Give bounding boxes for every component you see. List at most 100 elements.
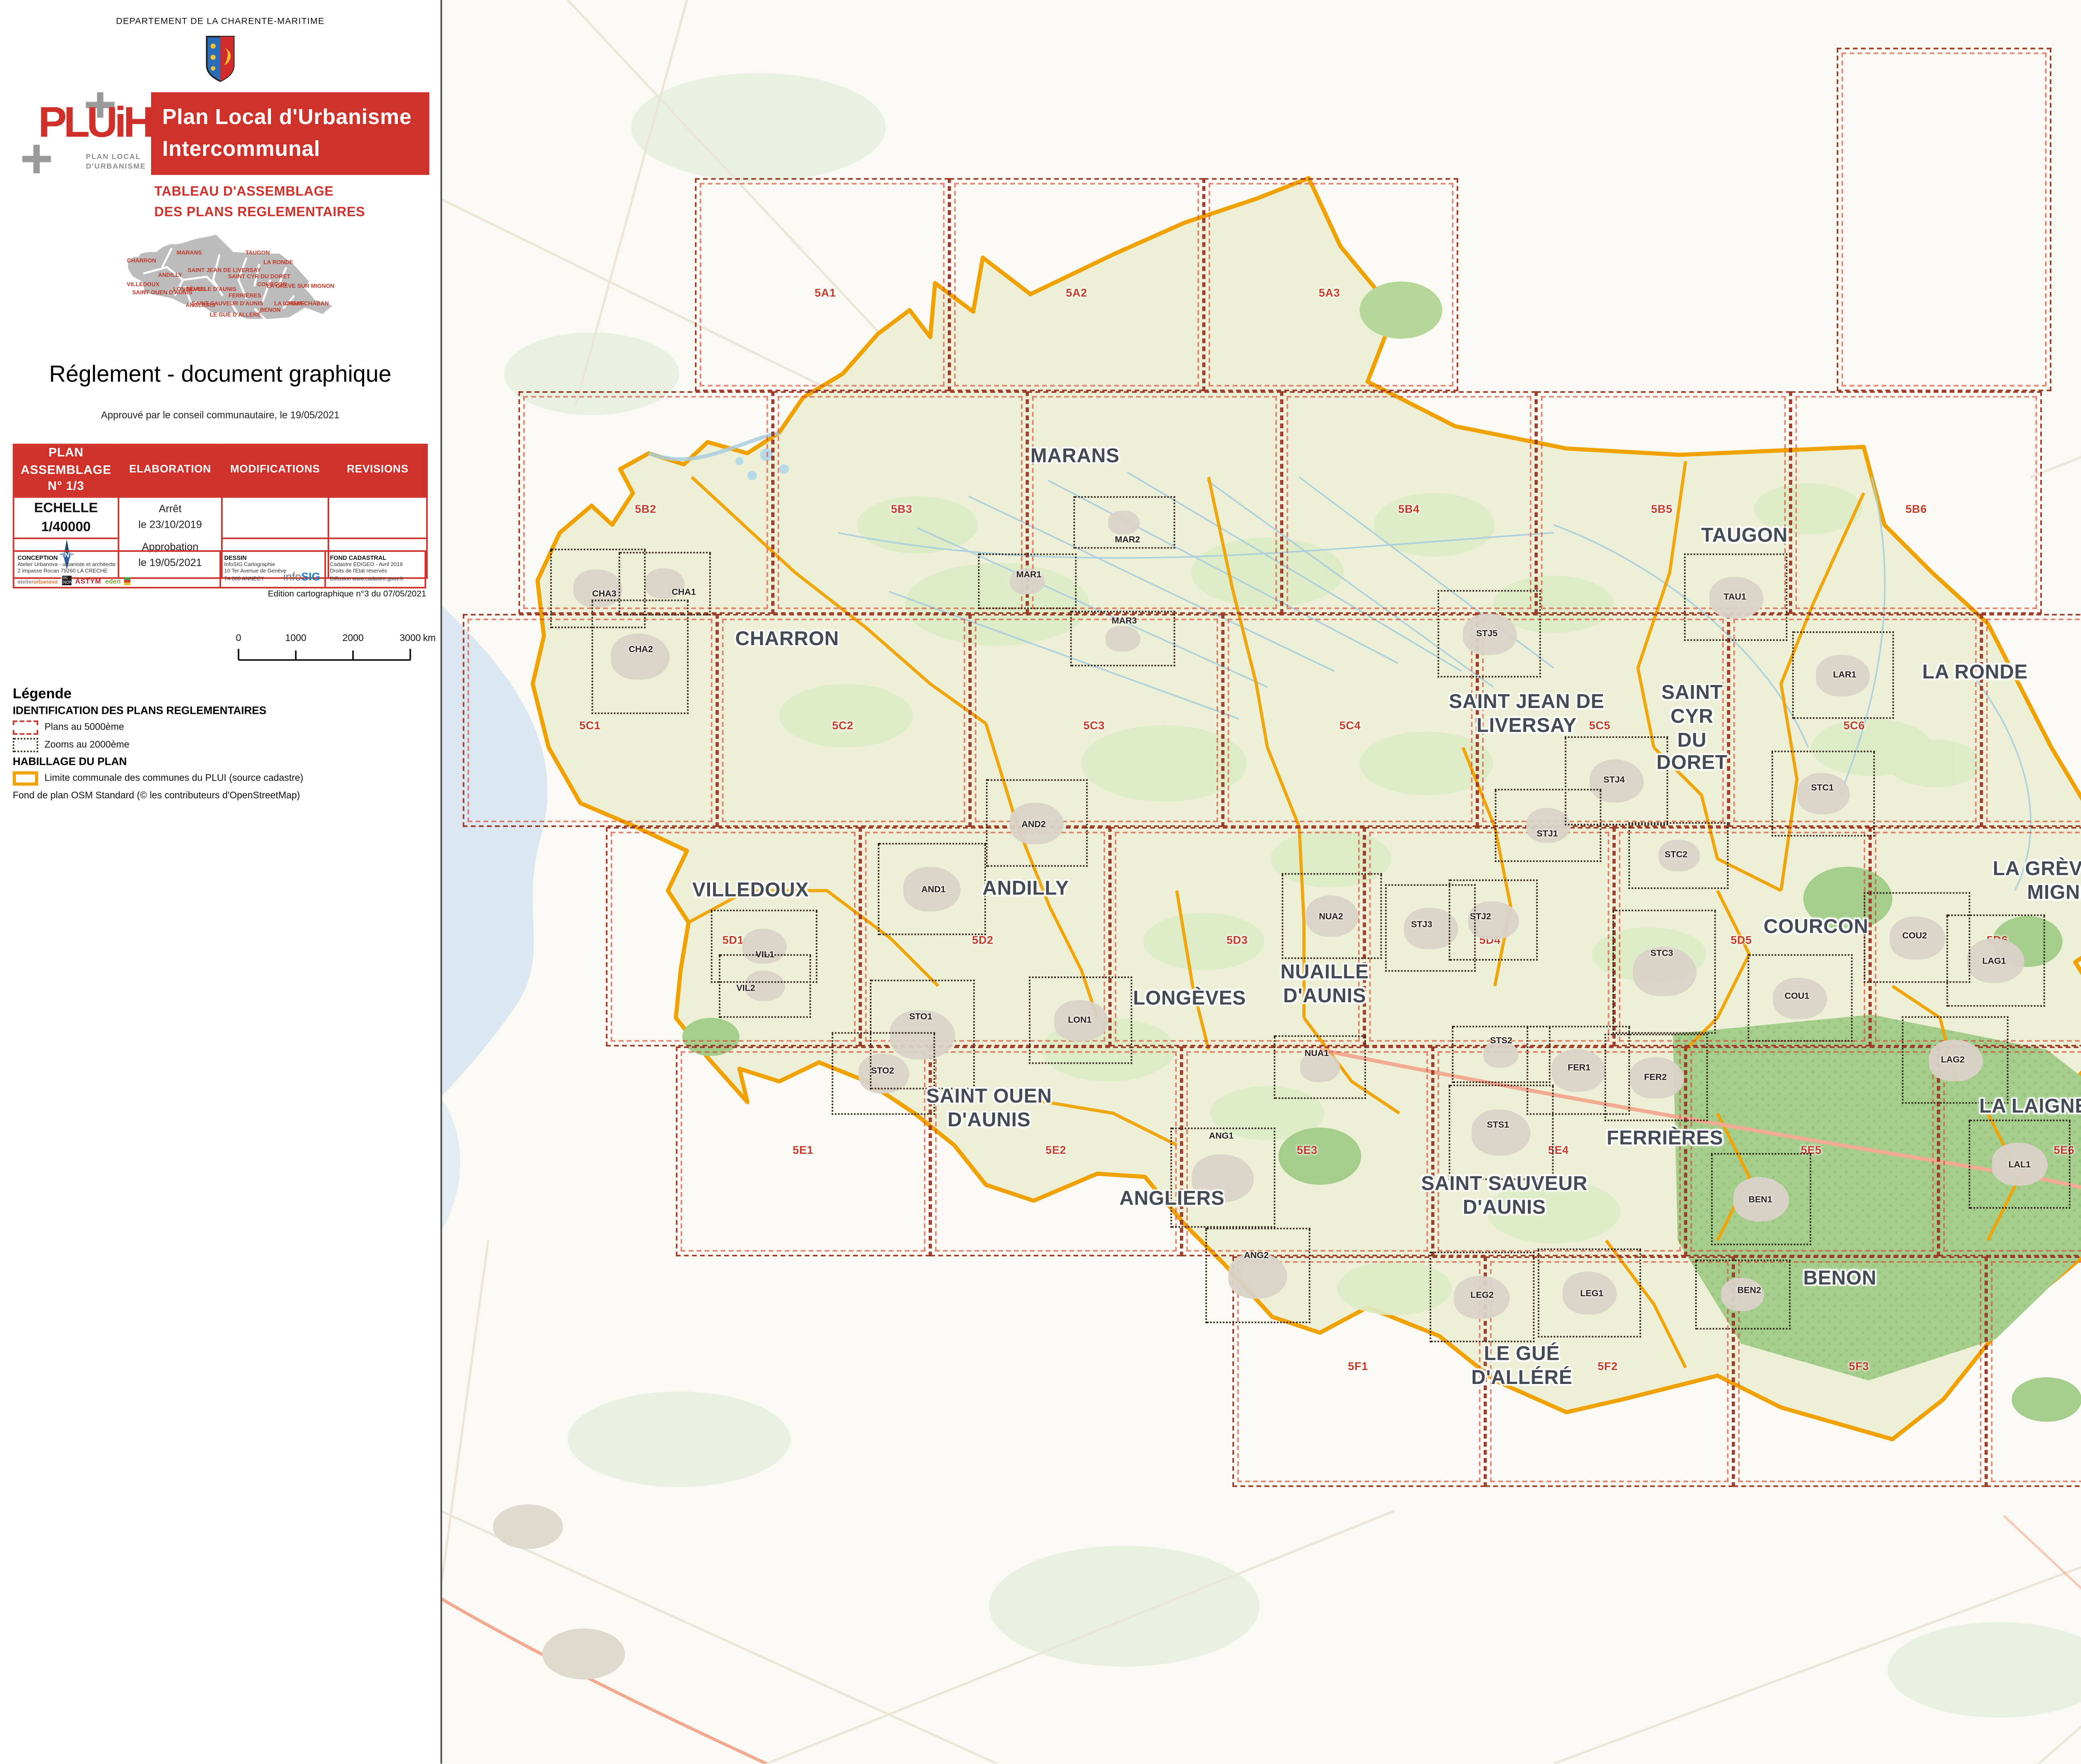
minimap-commune-label: LE GUÉ D'ALLÉRÉ	[209, 311, 261, 318]
plan-sheet-cell	[1733, 1256, 1987, 1487]
village-area	[573, 569, 623, 608]
village-area	[889, 1009, 955, 1060]
plan-sheet-cell	[1433, 1046, 1686, 1257]
minimap-commune-label: LA RONDE	[263, 259, 293, 266]
elaboration-cell: Arrêt le 23/10/2019 Approbation le 19/05…	[117, 495, 223, 580]
plan-sheet-label: 5D1	[722, 936, 744, 947]
commune-label: LE GUÉ D'ALLÉRÉ	[1471, 1342, 1573, 1389]
minimap-commune-label: ANDILLY	[158, 272, 182, 278]
plan-sheet-cell	[1686, 1046, 1939, 1257]
zoom-box-label: MAR3	[1112, 617, 1137, 627]
modifications-cell-1	[221, 495, 329, 540]
minimap-commune-label: SAINT SAUVEUR D'AUNIS	[191, 301, 263, 307]
zoom-box-label: TAU1	[1723, 593, 1746, 603]
zooms-2000-swatch	[12, 738, 38, 753]
plan-sheet-cell	[970, 614, 1223, 827]
village-area	[1589, 759, 1644, 802]
department-coat-of-arms-icon	[206, 35, 235, 82]
minimap-labels: MARANS CHARRON TAUGON LA RONDE SAINT JEAN DE…	[92, 219, 353, 372]
commune-label: BENON	[1803, 1267, 1877, 1289]
zoom-box-cha3	[550, 549, 646, 629]
zoom-box-label: MAR2	[1115, 536, 1140, 546]
commune-label: SAINT CYR DU DORET	[1656, 681, 1728, 774]
col-modifications: MODIFICATIONS	[221, 444, 329, 497]
zoom-box-stj4	[1564, 736, 1669, 825]
commune-label: ANDILLY	[982, 877, 1069, 900]
zoom-box-label: BEN2	[1737, 1287, 1761, 1296]
zoom-box-label: LAL1	[2008, 1161, 2031, 1171]
revisions-cell-1	[328, 495, 428, 540]
village-area	[1228, 1252, 1288, 1299]
highways	[440, 1048, 2081, 1764]
side-panel: DEPARTEMENT DE LA CHARENTE-MARITIME PLUi…	[0, 0, 442, 1764]
zoom-box-sto1	[869, 979, 975, 1090]
village-area	[1773, 977, 1828, 1019]
legend-item-plans: Plans au 5000ème	[12, 720, 433, 735]
document-title: Réglement - document graphique	[49, 363, 392, 388]
village-area	[1305, 895, 1358, 937]
plans-5000-swatch	[12, 720, 38, 735]
zoom-box-label: STS2	[1490, 1037, 1512, 1047]
plan-sheet-label: 5F1	[1348, 1362, 1368, 1374]
plan-sheet-cell	[1536, 391, 1791, 614]
zoom-box-label: NUA1	[1304, 1049, 1329, 1059]
village-area	[1483, 1041, 1519, 1068]
infosig-logo: infoSIG	[283, 572, 320, 584]
plan-sheet-label: 5B6	[1905, 505, 1927, 516]
plan-sheet-label: 5B3	[891, 505, 913, 516]
zoom-box-stc3	[1612, 909, 1716, 1034]
zoom-box-leg1	[1537, 1248, 1641, 1338]
village-area	[645, 568, 685, 599]
plan-sheet-cell	[1232, 1256, 1485, 1487]
village-area	[1108, 509, 1141, 535]
plan-sheet-label: 5C3	[1083, 721, 1105, 733]
zoom-box-sts1	[1448, 1084, 1554, 1180]
commune-label: NUAILLE D'AUNIS	[1280, 961, 1369, 1007]
commune-label: CHARRON	[735, 627, 839, 650]
modifications-cell-2	[221, 538, 329, 580]
commune-label: ANGLIERS	[1119, 1187, 1225, 1210]
zoom-box-tau1	[1684, 553, 1788, 641]
osm-attribution: Fond de plan OSM Standard (© les contrib…	[12, 792, 300, 802]
plan-sheet-cell	[930, 1046, 1182, 1257]
plan-sheet-cell	[717, 614, 970, 827]
zoom-box-vil1	[710, 909, 817, 983]
plan-sheet-cell	[1981, 614, 2081, 827]
village-area	[1629, 1056, 1684, 1099]
zoom-box-stc2	[1628, 822, 1729, 889]
zoom-box-label: STO1	[909, 1013, 932, 1023]
zoom-box-ang1	[1170, 1127, 1276, 1228]
partner-logos: atelierurbanova Eric ENON ASTYM eden	[17, 576, 131, 586]
plan-sheet-cell	[1938, 1046, 2081, 1257]
plan-sheet-label: 5D3	[1226, 936, 1248, 947]
village-area	[1300, 1052, 1340, 1083]
village-area	[610, 634, 670, 680]
plan-sheet-cell	[1027, 391, 1282, 614]
zoom-box-nua2	[1281, 873, 1382, 959]
plan-sheet-label: 5B4	[1398, 505, 1420, 516]
minimap-commune-label: CRAM-CHABAN	[285, 301, 329, 307]
zoom-box-sts2	[1452, 1026, 1551, 1083]
plan-sheet-label: 5C2	[832, 721, 854, 733]
zoom-box-label: STJ1	[1537, 830, 1558, 840]
plan-sheet-cell	[1110, 827, 1365, 1047]
zoom-box-lar1	[1792, 631, 1894, 719]
commune-labels-layer: MARANS CHARRON TAUGON LA RONDE SAINT JEAN DE…	[440, 0, 2081, 1764]
plan-sheet-label: 5A1	[815, 288, 836, 300]
zoom-box-ang2	[1205, 1227, 1311, 1323]
plan-sheet-cell	[1986, 1256, 2081, 1487]
village-area	[857, 1053, 909, 1093]
communes-minimap: MARANS CHARRON TAUGON LA RONDE SAINT JEAN DE…	[92, 219, 353, 372]
zoom-box-label: STC1	[1811, 784, 1834, 794]
zoom-box-label: AND1	[921, 886, 946, 896]
village-area	[1105, 625, 1140, 652]
zoom-box-stc1	[1771, 750, 1875, 837]
pluih-logo-text: PLUiH	[38, 98, 154, 147]
svg-text:N: N	[64, 552, 69, 559]
village-area	[1468, 900, 1519, 940]
zoom-box-label: COU2	[1902, 932, 1927, 942]
zoom-box-lag2	[1902, 1016, 2009, 1104]
minimap-commune-label: ANGLIERS	[185, 302, 215, 309]
commune-label: SAINT OUEN D'AUNIS	[926, 1085, 1052, 1131]
